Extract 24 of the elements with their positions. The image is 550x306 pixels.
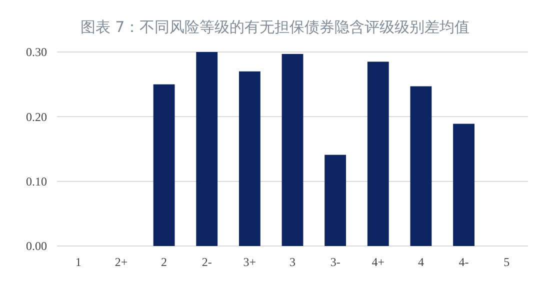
x-tick-label: 3- (330, 255, 340, 269)
bar (196, 52, 218, 246)
bar (238, 71, 260, 246)
y-tick-label: 0.00 (26, 239, 47, 254)
x-tick-label: 4 (418, 255, 424, 269)
chart-title: 图表 7：不同风险等级的有无担保债券隐含评级级别差均值 (80, 18, 470, 36)
bar (410, 86, 432, 246)
bar (153, 84, 175, 246)
y-tick-label: 0.30 (26, 45, 47, 60)
x-tick-label: 5 (504, 255, 510, 269)
x-tick-label: 3 (290, 255, 296, 269)
x-tick-label: 4+ (372, 255, 385, 269)
x-tick-label: 2 (161, 255, 168, 269)
bar (453, 124, 474, 246)
x-tick-label: 2+ (114, 255, 128, 269)
y-tick-label: 0.10 (26, 174, 47, 189)
y-tick-label: 0.20 (26, 110, 47, 124)
bar (367, 62, 389, 246)
x-tick-label: 4- (458, 255, 469, 269)
x-tick-label: 2- (202, 255, 212, 269)
bar (324, 154, 346, 246)
x-tick-label: 3+ (243, 255, 256, 269)
x-tick-label: 1 (75, 255, 82, 269)
bar (282, 54, 304, 246)
